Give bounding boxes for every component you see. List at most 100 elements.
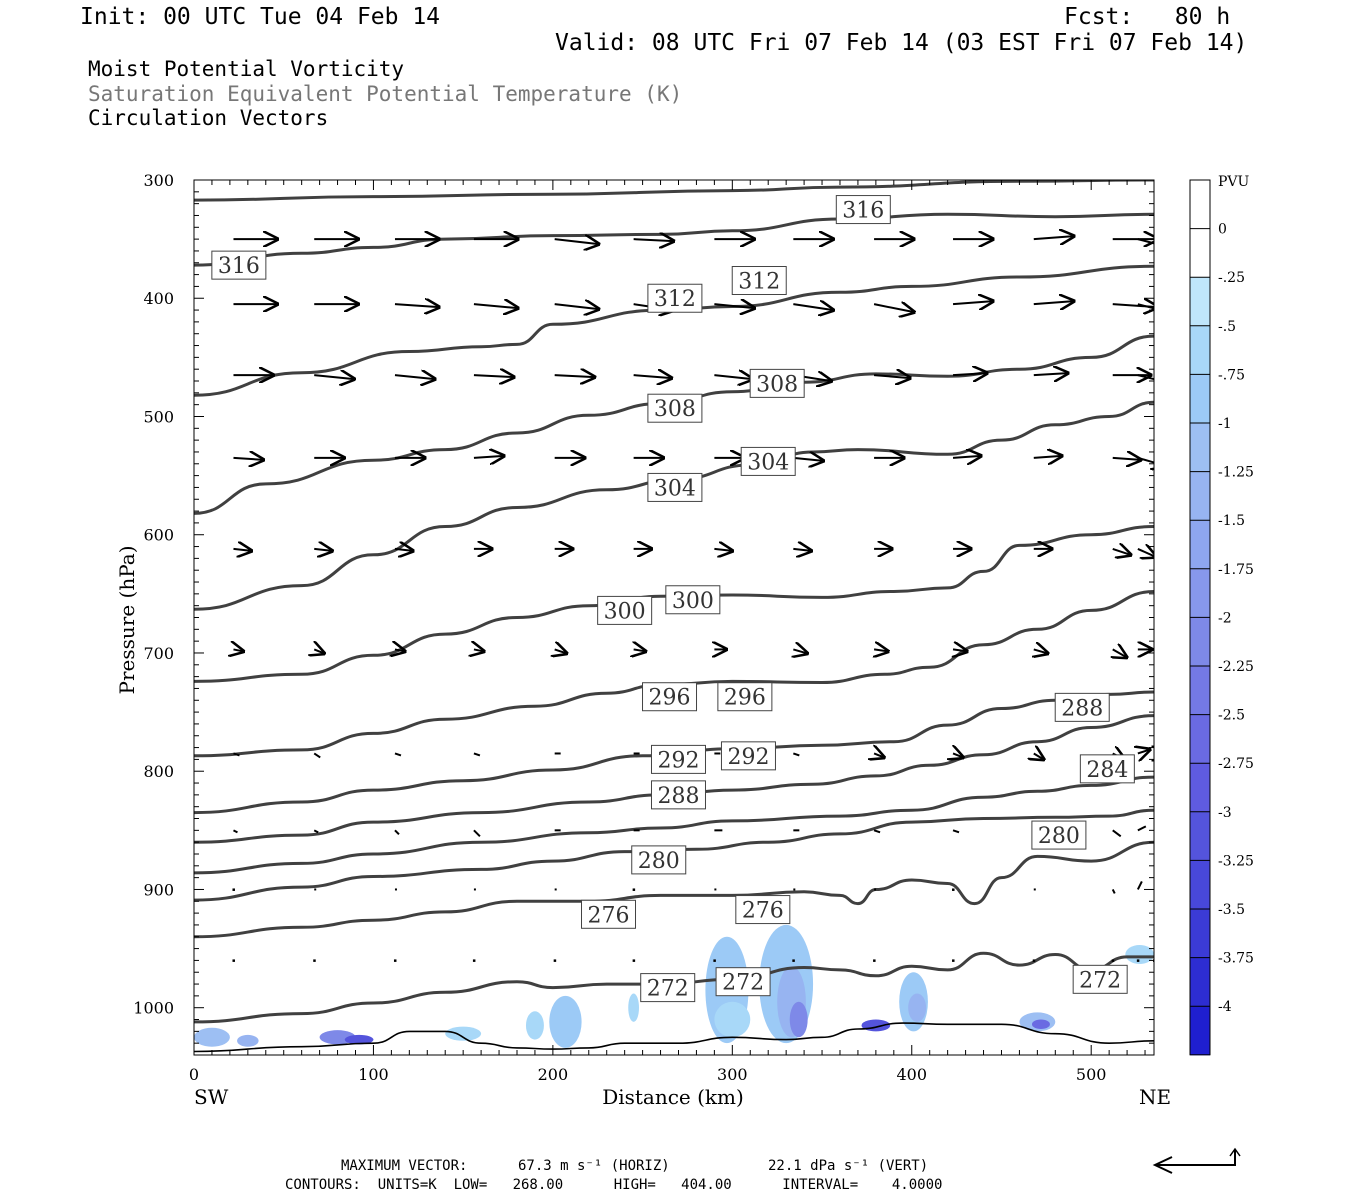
circulation-vector — [553, 959, 557, 962]
colorbar-swatch — [1190, 277, 1210, 327]
circulation-vector — [233, 829, 238, 834]
circulation-vector — [473, 375, 514, 377]
field-title-pv: Moist Potential Vorticity — [88, 57, 405, 81]
pv-region — [549, 995, 582, 1048]
contour-label-288: 288 — [650, 780, 706, 810]
circulation-vector — [473, 304, 518, 308]
pv-shading — [194, 924, 1154, 1048]
circulation-vector — [793, 649, 807, 653]
colorbar-unit: PVU — [1218, 174, 1250, 190]
circulation-vector — [953, 753, 963, 757]
circulation-vector — [1113, 649, 1127, 657]
colorbar-swatch — [1190, 374, 1210, 424]
circulation-vector — [1034, 649, 1048, 653]
pv-region — [194, 1027, 230, 1047]
pv-region — [237, 1034, 259, 1047]
circulation-vector — [314, 375, 354, 379]
y-tick-label: 500 — [143, 407, 174, 426]
circulation-vector — [1033, 301, 1074, 304]
circulation-vector — [793, 304, 833, 310]
circulation-vector — [714, 549, 732, 551]
circulation-vector — [1138, 749, 1150, 753]
svg-text:296: 296 — [649, 686, 691, 711]
contour-label-308: 308 — [647, 393, 703, 423]
svg-text:284: 284 — [1086, 758, 1128, 783]
svg-text:280: 280 — [638, 849, 680, 874]
circulation-vector — [1136, 959, 1140, 962]
circulation-vector — [555, 649, 567, 653]
reference-vector-icon — [1152, 1147, 1241, 1174]
x-tick-label: 200 — [538, 1065, 569, 1084]
y-tick-label: 400 — [143, 289, 174, 308]
svg-text:316: 316 — [842, 199, 884, 224]
circulation-vector — [953, 649, 967, 651]
circulation-vector — [232, 888, 235, 891]
colorbar-label: 0 — [1218, 222, 1227, 238]
circulation-vector — [793, 549, 811, 551]
colorbar-label: -.25 — [1218, 270, 1245, 286]
valid-time: Valid: 08 UTC Fri 07 Feb 14 (03 EST Fri … — [555, 30, 1248, 56]
colorbar-swatch — [1190, 811, 1210, 861]
circulation-vector — [1112, 829, 1122, 838]
circulation-vector — [473, 456, 504, 458]
contour-label-292: 292 — [720, 741, 776, 771]
circulation-vector — [395, 649, 405, 651]
contour-line-284 — [194, 775, 1154, 875]
contour-line-288 — [194, 714, 1154, 844]
contour-labels: 316 316 312 312 308 308 304 304 300 300 296 296 292 2… — [211, 195, 1135, 1003]
circulation-vector — [473, 829, 481, 838]
contour-label-304: 304 — [740, 446, 796, 476]
colorbar-swatch — [1190, 666, 1210, 716]
circulation-vector — [952, 888, 955, 891]
contour-label-272: 272 — [640, 973, 696, 1003]
svg-text:308: 308 — [654, 397, 696, 422]
colorbar-swatch — [1190, 617, 1210, 667]
circulation-vector — [1153, 303, 1154, 305]
colorbar-swatch — [1190, 714, 1210, 764]
contour-label-272: 272 — [715, 967, 771, 997]
circulation-vector — [1153, 456, 1154, 458]
contour-label-316: 316 — [835, 195, 891, 225]
circulation-vector — [714, 375, 752, 379]
colorbar-swatch — [1190, 520, 1210, 570]
colorbar-label: -2.25 — [1218, 659, 1254, 675]
circulation-vector — [1112, 458, 1141, 460]
circulation-vector — [1033, 236, 1074, 239]
colorbar-label: -1 — [1218, 416, 1232, 432]
colorbar-label: -2.75 — [1218, 756, 1254, 772]
contour-label-296: 296 — [642, 682, 698, 712]
svg-text:276: 276 — [742, 899, 784, 924]
contour-label-280: 280 — [631, 845, 687, 875]
circulation-vector — [394, 829, 400, 836]
contour-label-292: 292 — [650, 744, 706, 774]
y-tick-label: 300 — [143, 171, 174, 190]
circulation-vector — [554, 375, 595, 377]
circulation-vector — [314, 649, 324, 653]
svg-text:300: 300 — [672, 589, 714, 614]
contour-label-300: 300 — [665, 585, 721, 615]
pv-region — [628, 993, 640, 1022]
circulation-vector — [632, 888, 636, 891]
circulation-vector — [233, 752, 240, 757]
pv-region — [714, 1001, 751, 1038]
circulation-vector — [873, 959, 876, 962]
init-time: Init: 00 UTC Tue 04 Feb 14 — [80, 4, 441, 30]
pv-region — [1125, 945, 1154, 964]
colorbar-label: -1.5 — [1218, 513, 1245, 529]
circulation-vector — [233, 458, 263, 460]
contour-label-312: 312 — [647, 283, 703, 313]
circulation-vector — [633, 239, 674, 241]
svg-text:304: 304 — [747, 450, 789, 475]
circulation-vector — [634, 649, 646, 651]
circulation-vector — [473, 752, 481, 757]
svg-text:272: 272 — [647, 977, 689, 1002]
colorbar-swatch — [1190, 763, 1210, 813]
circulation-vector — [1033, 456, 1062, 458]
circulation-vector — [792, 959, 795, 962]
circulation-vector — [554, 304, 599, 309]
colorbar-swatch — [1190, 1006, 1210, 1056]
svg-text:312: 312 — [654, 287, 696, 312]
circulation-vector — [232, 959, 235, 962]
circulation-vector — [313, 959, 316, 962]
contour-line-316 — [194, 180, 1154, 202]
